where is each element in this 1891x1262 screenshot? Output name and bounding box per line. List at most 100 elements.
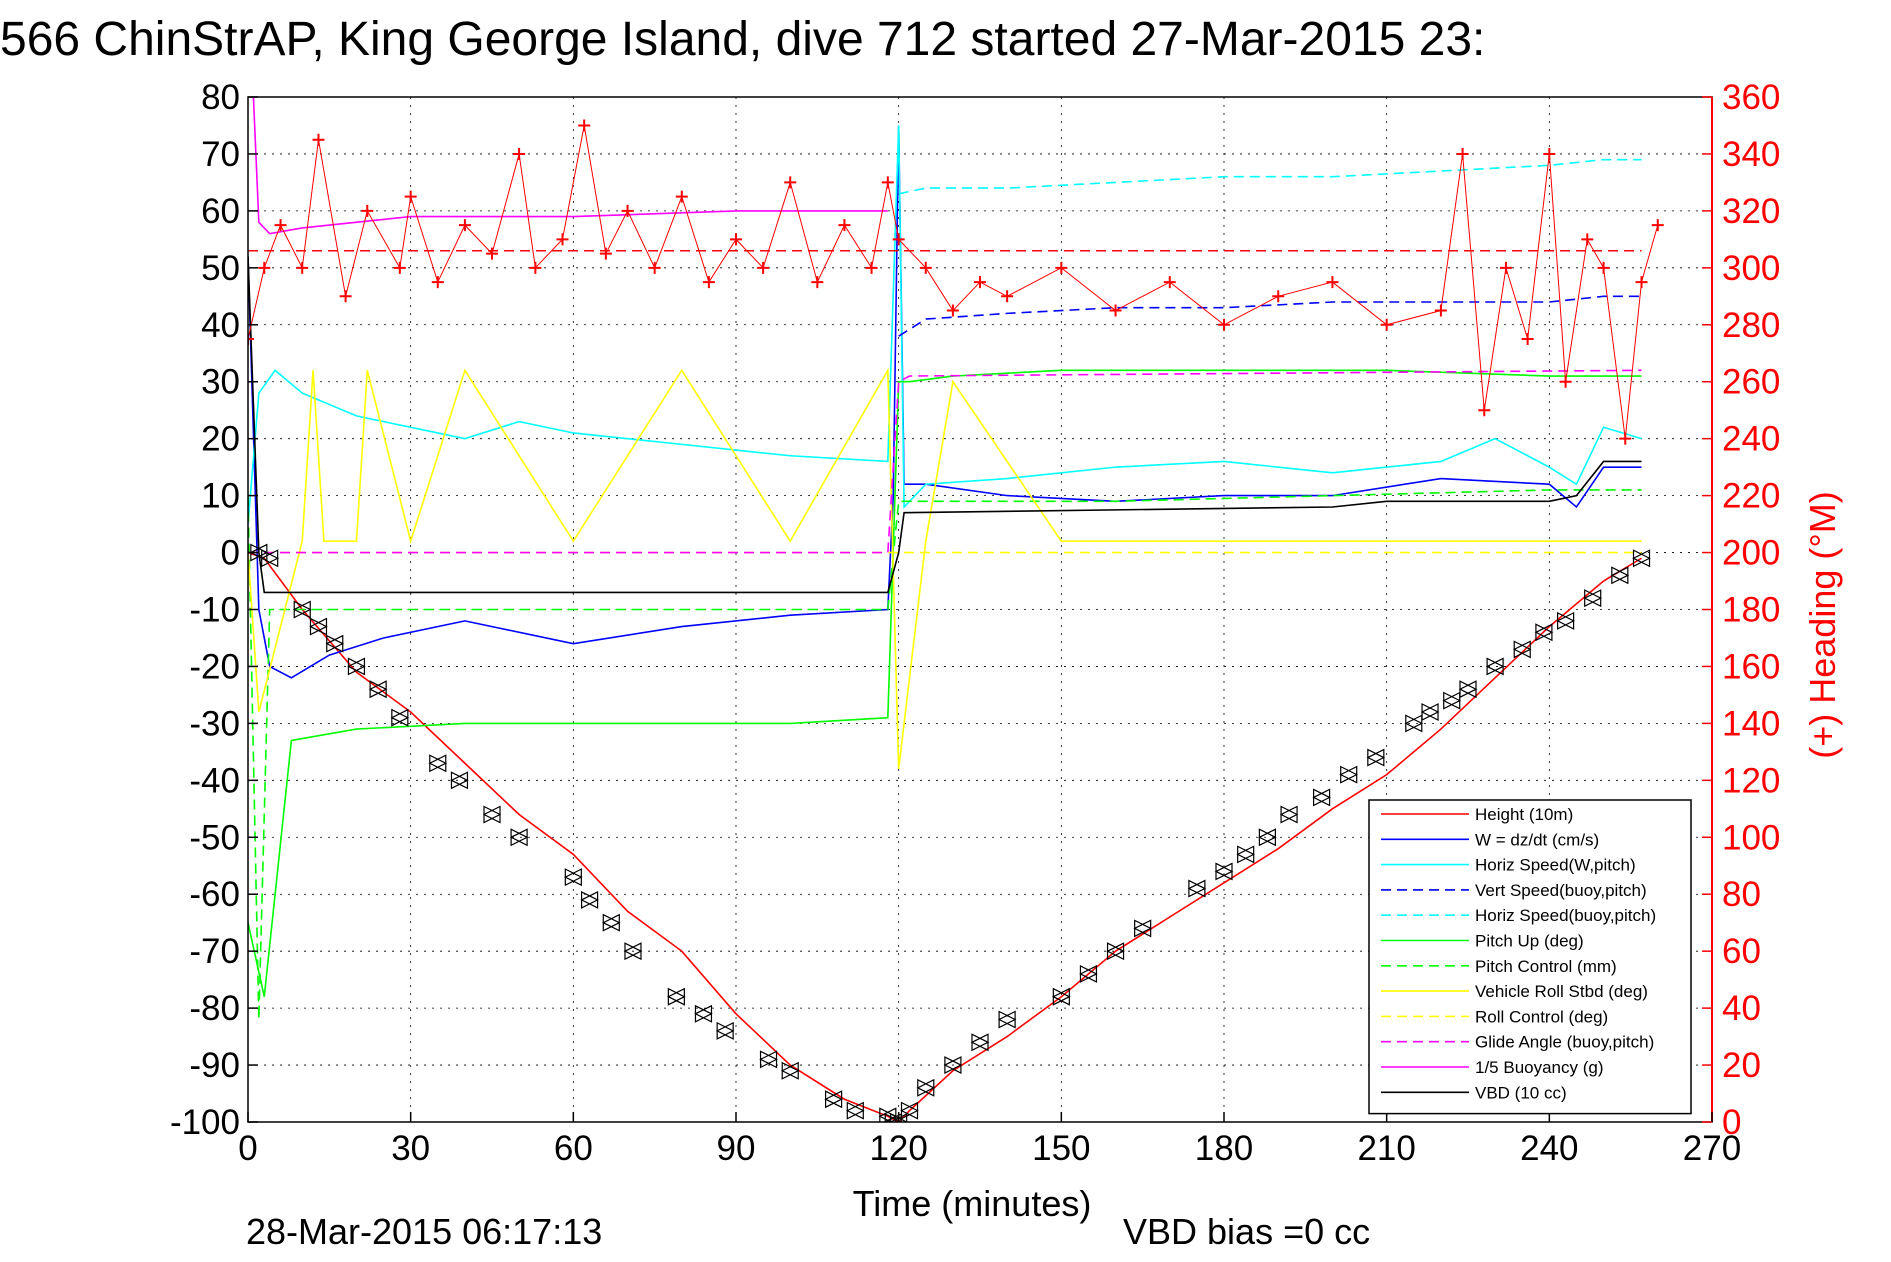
left-tick-label-11: -30 <box>189 704 240 743</box>
left-tick-label-7: 10 <box>201 477 240 516</box>
heading-point-3 <box>296 261 309 274</box>
left-tick-label-5: 30 <box>201 363 240 402</box>
legend-label-9: Glide Angle (buoy,pitch) <box>1475 1033 1654 1052</box>
right-tick-label-4: 280 <box>1722 306 1780 345</box>
heading-point-42 <box>1478 404 1491 417</box>
heading-point-4 <box>312 133 325 146</box>
heading-point-19 <box>675 190 688 203</box>
depth-marker-12 <box>563 868 583 887</box>
right-tick-label-11: 140 <box>1722 704 1780 743</box>
depth-marker-38 <box>1258 828 1277 847</box>
footer-date: 28-Mar-2015 06:17:13 <box>246 1211 602 1252</box>
bottom-axis-ticks: 0 30 60 90 120 150 180 210 240 270 <box>238 1112 1741 1168</box>
heading-point-43 <box>1499 261 1512 274</box>
depth-marker-19 <box>759 1050 778 1069</box>
heading-point-12 <box>513 147 526 160</box>
heading-point-27 <box>881 176 894 189</box>
depth-marker-32 <box>1079 964 1098 983</box>
legend-label-2: Horiz Speed(W,pitch) <box>1475 856 1636 875</box>
right-tick-label-18: 0 <box>1722 1103 1741 1142</box>
right-tick-label-13: 100 <box>1722 818 1780 857</box>
depth-marker-4 <box>325 634 345 653</box>
right-tick-label-17: 20 <box>1722 1046 1761 1085</box>
heading-point-40 <box>1434 304 1447 317</box>
left-tick-label-13: -50 <box>189 818 240 857</box>
left-tick-label-14: -60 <box>189 875 240 914</box>
depth-marker-48 <box>1512 640 1532 659</box>
legend-label-8: Roll Control (deg) <box>1475 1007 1608 1026</box>
depth-marker-35 <box>1187 879 1207 898</box>
heading-point-0 <box>248 333 254 346</box>
depth-marker-41 <box>1339 765 1359 784</box>
heading-point-8 <box>404 190 417 203</box>
heading-point-26 <box>865 261 878 274</box>
right-tick-label-6: 240 <box>1722 420 1780 459</box>
depth-marker-18 <box>715 1021 735 1040</box>
depth-marker-10 <box>482 805 502 824</box>
left-tick-label-8: 0 <box>221 534 240 573</box>
bottom-tick-label-8: 240 <box>1520 1129 1578 1168</box>
series-line-3 <box>898 295 1642 337</box>
heading-point-2 <box>274 219 287 232</box>
bottom-tick-label-2: 60 <box>554 1129 593 1168</box>
depth-marker-17 <box>694 1004 713 1023</box>
bottom-tick-label-1: 30 <box>391 1129 430 1168</box>
legend-box <box>1368 799 1692 1115</box>
depth-marker-34 <box>1133 919 1153 938</box>
left-tick-label-0: 80 <box>201 78 240 117</box>
heading-point-30 <box>946 304 959 317</box>
series-line-1 <box>248 125 1642 679</box>
heading-point-41 <box>1456 147 1469 160</box>
depth-marker-44 <box>1420 703 1440 721</box>
depth-marker-3 <box>309 617 328 636</box>
heading-point-35 <box>1163 276 1176 289</box>
right-axis-label: (+) Heading (°M) <box>1802 491 1843 758</box>
right-tick-label-14: 80 <box>1722 875 1761 914</box>
left-tick-label-9: -10 <box>189 591 240 630</box>
heading-point-6 <box>361 204 374 217</box>
depth-marker-22 <box>845 1101 865 1120</box>
right-tick-label-9: 180 <box>1722 591 1780 630</box>
heading-markers <box>248 119 1664 445</box>
depth-marker-20 <box>780 1061 800 1080</box>
heading-point-50 <box>1635 276 1648 289</box>
depth-marker-21 <box>824 1090 843 1109</box>
left-tick-label-6: 20 <box>201 420 240 459</box>
heading-point-7 <box>393 261 406 274</box>
legend-label-1: W = dz/dt (cm/s) <box>1475 830 1599 849</box>
series-line-5 <box>248 369 1642 997</box>
heading-point-49 <box>1619 432 1632 445</box>
heading-point-45 <box>1543 147 1556 160</box>
heading-point-13 <box>529 261 542 274</box>
right-tick-label-7: 220 <box>1722 477 1780 516</box>
chart-title: 566 ChinStrAP, King George Island, dive … <box>0 13 1485 66</box>
heading-point-39 <box>1380 318 1393 331</box>
heading-point-14 <box>556 233 569 246</box>
depth-marker-7 <box>390 708 410 727</box>
heading-point-36 <box>1218 318 1230 331</box>
depth-marker-36 <box>1214 862 1234 881</box>
depth-marker-5 <box>347 657 366 676</box>
left-tick-label-4: 40 <box>201 306 240 345</box>
bottom-tick-label-9: 270 <box>1683 1129 1741 1168</box>
bottom-tick-label-6: 180 <box>1195 1129 1253 1168</box>
depth-marker-28 <box>943 1056 963 1075</box>
heading-point-46 <box>1559 375 1572 388</box>
depth-marker-24 <box>883 1113 903 1122</box>
heading-point-38 <box>1326 276 1339 289</box>
heading-point-34 <box>1109 304 1122 317</box>
depth-marker-6 <box>368 680 388 699</box>
depth-marker-1 <box>260 549 280 568</box>
legend-label-0: Height (10m) <box>1475 805 1573 824</box>
left-tick-label-3: 50 <box>201 249 240 288</box>
depth-marker-31 <box>1051 987 1071 1006</box>
right-tick-label-1: 340 <box>1722 135 1780 174</box>
right-tick-label-8: 200 <box>1722 534 1780 573</box>
series-line-7 <box>248 367 1642 770</box>
legend-label-11: VBD (10 cc) <box>1475 1083 1567 1102</box>
left-tick-label-17: -90 <box>189 1046 240 1085</box>
depth-marker-45 <box>1442 691 1462 710</box>
depth-marker-53 <box>1632 549 1651 568</box>
legend-label-10: 1/5 Buoyancy (g) <box>1475 1058 1604 1077</box>
